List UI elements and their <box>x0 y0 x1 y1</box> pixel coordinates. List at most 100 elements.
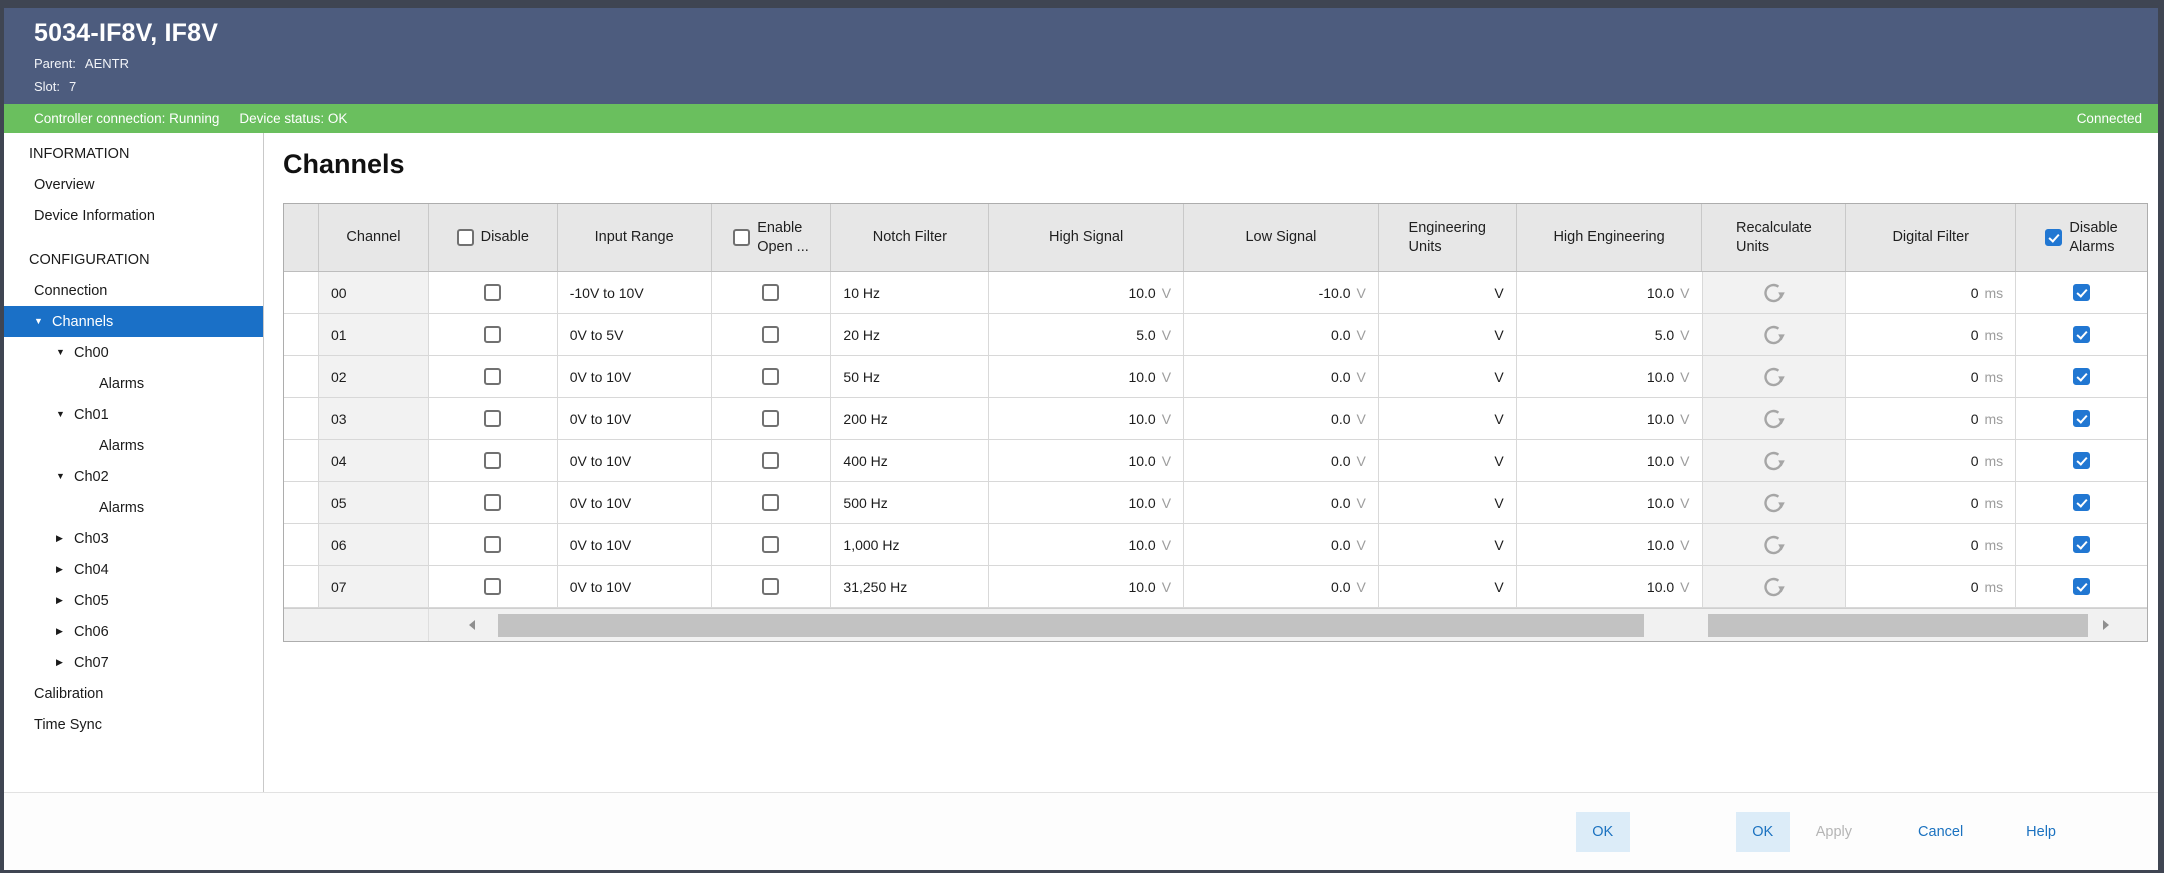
scroll-left-arrow-icon[interactable] <box>469 620 475 630</box>
apply-button[interactable]: Apply <box>1815 823 1853 840</box>
recalculate-units-button-ch00[interactable] <box>1760 279 1788 307</box>
recalculate-units-button-ch05[interactable] <box>1760 489 1788 517</box>
disable-alarms-checkbox-ch02[interactable] <box>2073 368 2091 385</box>
row-header[interactable] <box>284 356 319 397</box>
cell-digital-filter[interactable]: 0 ms <box>1846 566 2017 607</box>
cell-high-signal[interactable]: 5.0 V <box>989 314 1185 355</box>
row-header[interactable] <box>284 566 319 607</box>
disable-alarms-checkbox-ch05[interactable] <box>2073 494 2091 511</box>
sidebar-item-alarms-11[interactable]: Alarms <box>4 492 263 523</box>
recalculate-units-button-ch03[interactable] <box>1760 405 1788 433</box>
sidebar-item-overview[interactable]: Overview <box>4 169 263 200</box>
expand-tree-icon[interactable]: ▶ <box>56 533 63 543</box>
sidebar-item-ch07[interactable]: ▶ Ch07 <box>4 647 263 678</box>
cell-high-engineering[interactable]: 10.0 V <box>1517 272 1703 313</box>
cell-digital-filter[interactable]: 0 ms <box>1846 356 2017 397</box>
recalculate-units-button-ch01[interactable] <box>1760 321 1788 349</box>
cell-low-signal[interactable]: 0.0 V <box>1184 566 1379 607</box>
cell-engineering-units[interactable]: V <box>1379 314 1517 355</box>
recalculate-units-button-ch04[interactable] <box>1760 447 1788 475</box>
cell-notch-filter[interactable]: 1,000 Hz <box>831 524 990 565</box>
collapse-tree-icon[interactable]: ▼ <box>56 471 65 481</box>
cell-high-signal[interactable]: 10.0 V <box>989 524 1185 565</box>
col-header-high-signal[interactable]: High Signal <box>989 204 1185 271</box>
enable-open-checkbox-ch06[interactable] <box>762 536 780 553</box>
recalculate-units-button-ch06[interactable] <box>1760 531 1788 559</box>
disable-checkbox-ch04[interactable] <box>484 452 502 469</box>
col-header-recalculate-units[interactable]: Recalculate Units <box>1702 204 1847 271</box>
recalculate-units-button-ch02[interactable] <box>1760 363 1788 391</box>
col-header-high-engineering[interactable]: High Engineering <box>1517 204 1703 271</box>
cell-input-range[interactable]: 0V to 10V <box>558 524 712 565</box>
cell-input-range[interactable]: 0V to 10V <box>558 440 712 481</box>
cell-high-engineering[interactable]: 10.0 V <box>1517 524 1703 565</box>
scrollbar-track[interactable] <box>429 609 2147 641</box>
col-header-disable-alarms[interactable]: Disable Alarms <box>2016 204 2147 271</box>
expand-tree-icon[interactable]: ▶ <box>56 657 63 667</box>
row-header[interactable] <box>284 272 319 313</box>
enable-open-checkbox-ch00[interactable] <box>762 284 780 301</box>
enable-open-checkbox-ch07[interactable] <box>762 578 780 595</box>
col-header-channel[interactable]: Channel <box>319 204 429 271</box>
cell-high-engineering[interactable]: 10.0 V <box>1517 398 1703 439</box>
cell-high-signal[interactable]: 10.0 V <box>989 482 1185 523</box>
disable-checkbox-ch03[interactable] <box>484 410 502 427</box>
cell-engineering-units[interactable]: V <box>1379 482 1517 523</box>
cell-engineering-units[interactable]: V <box>1379 398 1517 439</box>
cell-digital-filter[interactable]: 0 ms <box>1846 482 2017 523</box>
cell-notch-filter[interactable]: 200 Hz <box>831 398 990 439</box>
table-horizontal-scrollbar[interactable] <box>284 608 2147 641</box>
cell-digital-filter[interactable]: 0 ms <box>1846 272 2017 313</box>
sidebar-item-ch00[interactable]: ▼ Ch00 <box>4 337 263 368</box>
collapse-tree-icon[interactable]: ▼ <box>56 409 65 419</box>
disable-alarms-checkbox-ch03[interactable] <box>2073 410 2091 427</box>
enable-open-all-checkbox[interactable] <box>733 229 751 246</box>
row-header[interactable] <box>284 398 319 439</box>
col-header-enable-open[interactable]: Enable Open ... <box>712 204 832 271</box>
disable-checkbox-ch07[interactable] <box>484 578 502 595</box>
col-header-notch-filter[interactable]: Notch Filter <box>831 204 990 271</box>
disable-checkbox-ch01[interactable] <box>484 326 502 343</box>
cell-engineering-units[interactable]: V <box>1379 566 1517 607</box>
sidebar-item-ch04[interactable]: ▶ Ch04 <box>4 554 263 585</box>
row-header[interactable] <box>284 482 319 523</box>
cell-engineering-units[interactable]: V <box>1379 440 1517 481</box>
enable-open-checkbox-ch01[interactable] <box>762 326 780 343</box>
cell-high-signal[interactable]: 10.0 V <box>989 272 1185 313</box>
disable-alarms-checkbox-ch00[interactable] <box>2073 284 2091 301</box>
disable-checkbox-ch02[interactable] <box>484 368 502 385</box>
row-header[interactable] <box>284 314 319 355</box>
scrollbar-thumb-right[interactable] <box>1708 614 2088 637</box>
enable-open-checkbox-ch02[interactable] <box>762 368 780 385</box>
help-button[interactable]: Help <box>2026 823 2056 840</box>
cell-low-signal[interactable]: 0.0 V <box>1184 440 1379 481</box>
cell-high-signal[interactable]: 10.0 V <box>989 356 1185 397</box>
sidebar-item-ch02[interactable]: ▼ Ch02 <box>4 461 263 492</box>
sidebar-item-channels[interactable]: ▼ Channels <box>4 306 263 337</box>
cell-high-signal[interactable]: 10.0 V <box>989 566 1185 607</box>
cell-high-engineering[interactable]: 10.0 V <box>1517 482 1703 523</box>
cell-notch-filter[interactable]: 400 Hz <box>831 440 990 481</box>
expand-tree-icon[interactable]: ▶ <box>56 595 63 605</box>
cell-notch-filter[interactable]: 10 Hz <box>831 272 990 313</box>
cell-input-range[interactable]: 0V to 10V <box>558 566 712 607</box>
enable-open-checkbox-ch04[interactable] <box>762 452 780 469</box>
cell-notch-filter[interactable]: 50 Hz <box>831 356 990 397</box>
cell-input-range[interactable]: 0V to 5V <box>558 314 712 355</box>
cell-input-range[interactable]: 0V to 10V <box>558 356 712 397</box>
cell-high-engineering[interactable]: 10.0 V <box>1517 440 1703 481</box>
cancel-button[interactable]: Cancel <box>1918 823 1964 840</box>
sidebar-item-ch03[interactable]: ▶ Ch03 <box>4 523 263 554</box>
cell-high-engineering[interactable]: 10.0 V <box>1517 566 1703 607</box>
cell-notch-filter[interactable]: 500 Hz <box>831 482 990 523</box>
cell-input-range[interactable]: -10V to 10V <box>558 272 712 313</box>
cell-engineering-units[interactable]: V <box>1379 356 1517 397</box>
disable-all-checkbox[interactable] <box>456 229 474 246</box>
cell-low-signal[interactable]: -10.0 V <box>1184 272 1379 313</box>
cell-engineering-units[interactable]: V <box>1379 272 1517 313</box>
cell-digital-filter[interactable]: 0 ms <box>1846 398 2017 439</box>
cell-high-signal[interactable]: 10.0 V <box>989 440 1185 481</box>
col-header-input-range[interactable]: Input Range <box>558 204 712 271</box>
cell-low-signal[interactable]: 0.0 V <box>1184 524 1379 565</box>
cell-notch-filter[interactable]: 31,250 Hz <box>831 566 990 607</box>
